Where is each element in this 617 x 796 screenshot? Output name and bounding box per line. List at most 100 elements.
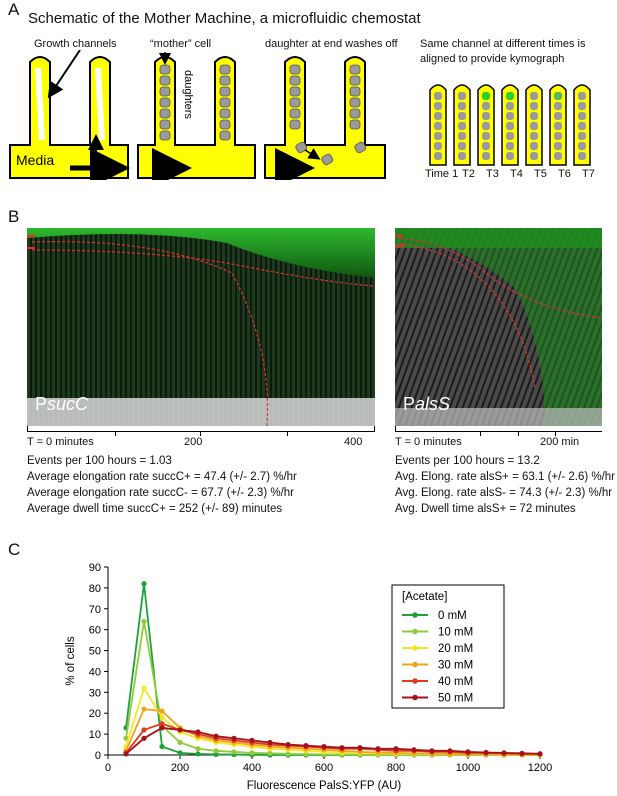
x-tick-label: 200 <box>171 762 189 774</box>
legend-swatch-marker <box>412 678 418 684</box>
data-point <box>285 751 291 757</box>
y-tick-label: 90 <box>89 562 101 574</box>
data-point <box>339 745 345 751</box>
alss-stat-line: Avg. Elong. rate alsS- = 74.3 (+/- 2.3) … <box>395 487 613 499</box>
chart-series <box>123 581 543 758</box>
kymo-succ-tick <box>115 431 116 436</box>
data-point <box>195 746 201 752</box>
kymo-time-label-1: Time 1 <box>425 168 459 180</box>
washes-off-label: daughter at end washes off <box>265 38 398 50</box>
data-point <box>231 749 237 755</box>
kymo-alss-tick <box>480 431 481 436</box>
x-tick-label: 400 <box>243 762 261 774</box>
x-tick-label: 600 <box>315 762 333 774</box>
y-tick-label: 70 <box>89 604 101 616</box>
x-tick-label: 1200 <box>528 762 552 774</box>
growth-channels-label: Growth channels <box>34 38 117 50</box>
kymo-alss-tick <box>555 431 556 436</box>
kymo-alss-axis-end: 200 min <box>540 436 580 448</box>
succ-stats: Events per 100 hours = 1.03 Average elon… <box>27 453 297 517</box>
y-tick-label: 30 <box>89 687 101 699</box>
data-point <box>141 618 147 624</box>
y-tick-label: 20 <box>89 708 101 720</box>
mother-cell-label: “mother” cell <box>150 38 212 50</box>
data-point <box>159 725 165 731</box>
succ-stat-line: Average elongation rate succC- = 67.7 (+… <box>27 487 294 499</box>
data-point <box>213 733 219 739</box>
data-point <box>141 727 147 733</box>
kymo-label-psucc: PsucC <box>35 394 89 414</box>
y-tick-label: 80 <box>89 583 101 595</box>
alss-stat-line: Avg. Elong. rate alsS+ = 63.1 (+/- 2.6) … <box>395 471 616 483</box>
y-tick-label: 40 <box>89 666 101 678</box>
kymo-succ-axis-mid: 200 <box>184 436 203 448</box>
legend-entry: 50 mM <box>438 693 473 705</box>
data-point <box>159 721 165 727</box>
kymo-succ-tick <box>200 431 201 436</box>
data-point <box>159 744 165 750</box>
data-point <box>267 739 273 746</box>
schematic-empty-channels <box>9 50 130 180</box>
kymo-succ-tick <box>374 426 375 431</box>
y-tick-label: 50 <box>89 646 101 658</box>
succ-stat-line: Average elongation rate succC+ = 47.4 (+… <box>27 471 297 483</box>
kymo-succ-axis-start: T = 0 minutes <box>27 436 94 448</box>
series-line <box>125 726 541 755</box>
y-tick-label: 60 <box>89 625 101 637</box>
data-point <box>249 737 255 743</box>
legend-swatch-marker <box>412 694 418 701</box>
data-point <box>393 746 399 752</box>
mother-machine-schematic: Media daughters <box>9 50 591 180</box>
legend-swatch-marker <box>412 645 418 651</box>
data-point <box>195 729 201 735</box>
panel-b-letter: B <box>8 207 20 226</box>
data-point <box>321 744 327 750</box>
alss-stat-line: Avg. Dwell time alsS+ = 72 minutes <box>395 503 576 515</box>
data-point <box>123 751 129 757</box>
legend-box <box>391 584 505 709</box>
data-point <box>429 748 435 754</box>
data-point <box>249 750 255 756</box>
data-point <box>177 739 183 746</box>
data-point <box>519 750 525 756</box>
y-tick-label: 10 <box>89 729 101 741</box>
data-point <box>357 745 363 751</box>
kymo-label-palss: PalsS <box>403 394 451 414</box>
chart-legend: [Acetate] 0 mM 10 mM 20 mM 30 mM 40 mM 50 mM <box>391 584 505 709</box>
kymo-succ-tick <box>27 426 28 431</box>
data-point <box>195 751 201 757</box>
kymograph-caption-line1: Same channel at different times is <box>420 38 586 50</box>
data-point <box>141 685 147 691</box>
legend-swatch-marker <box>412 661 418 668</box>
series-line <box>125 722 541 755</box>
series-40-mm <box>123 721 543 757</box>
succ-stat-line: Events per 100 hours = 1.03 <box>27 455 172 467</box>
data-point <box>483 749 489 756</box>
data-point <box>177 750 183 756</box>
legend-entry: 20 mM <box>438 643 473 655</box>
data-point <box>231 735 237 741</box>
kymo-alss-axis <box>395 431 602 432</box>
kymo-alss-tick <box>395 426 396 431</box>
x-axis-label: Fluorescence PalsS:YFP (AU) <box>247 780 402 792</box>
x-tick-label: 800 <box>387 762 405 774</box>
legend-entry: 40 mM <box>438 676 473 688</box>
data-point <box>537 751 543 757</box>
data-point <box>501 750 507 756</box>
data-point <box>447 748 453 754</box>
kymo-time-label-6: T6 <box>558 168 571 180</box>
kymo-succ-tick <box>287 431 288 436</box>
kymo-time-label-7: T7 <box>582 168 595 180</box>
kymograph-succ: PsucC <box>27 228 375 426</box>
data-point <box>159 708 165 714</box>
kymograph-channel-strips <box>429 84 591 166</box>
data-point <box>411 747 417 753</box>
kymo-alss-axis-start: T = 0 minutes <box>395 436 462 448</box>
data-point <box>141 706 147 712</box>
legend-title: [Acetate] <box>402 591 447 603</box>
kymo-time-label-5: T5 <box>534 168 547 180</box>
legend-entry: 0 mM <box>438 610 467 622</box>
data-point <box>159 714 165 720</box>
legend-swatch-marker <box>412 628 418 635</box>
alss-stat-line: Events per 100 hours = 13.2 <box>395 455 540 467</box>
